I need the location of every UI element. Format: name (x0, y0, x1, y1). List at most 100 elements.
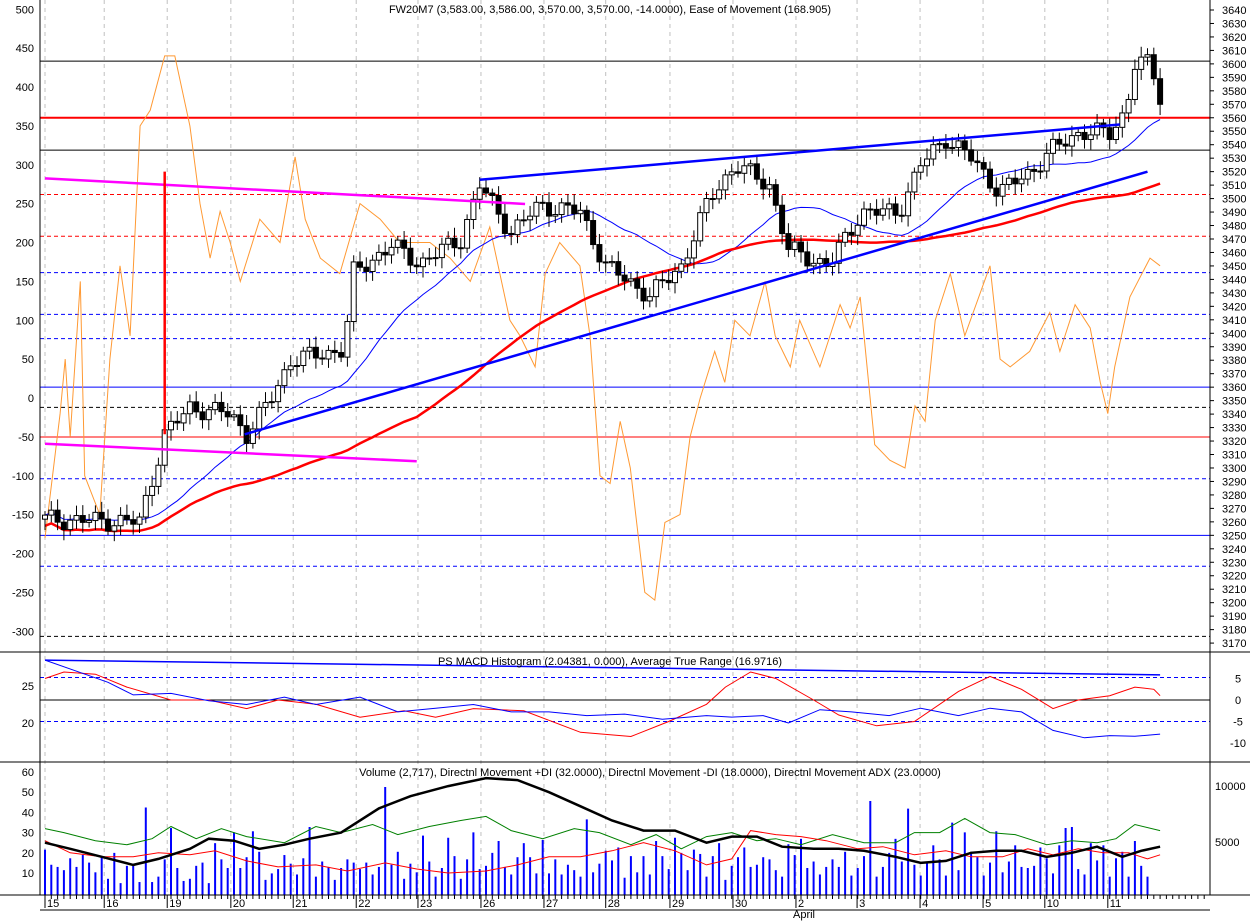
candle-up (861, 208, 867, 226)
candle-up (1050, 138, 1056, 154)
plus-di-line (44, 815, 1161, 850)
candle-down (942, 143, 949, 149)
candle-up (275, 385, 282, 403)
price-tick-label: 3440 (1222, 274, 1246, 286)
candle-up (1138, 56, 1145, 70)
date-label-30: 30 (735, 898, 747, 910)
candle-up (842, 231, 849, 243)
price-tick-label: 3480 (1222, 221, 1246, 233)
eom-tick-label: -150 (12, 510, 34, 522)
di-tick-label: 40 (22, 807, 34, 819)
candle-down (363, 266, 370, 272)
price-tick-label: 3640 (1222, 5, 1246, 17)
price-tick-label: 3350 (1222, 396, 1246, 408)
candle-up (464, 218, 471, 249)
candle-up (48, 509, 55, 516)
candle-down (892, 203, 899, 216)
date-label-16: 16 (106, 898, 118, 910)
candle-up (142, 494, 149, 518)
candle-up (722, 174, 729, 191)
candle-down (590, 220, 597, 246)
candle-up (1087, 134, 1094, 140)
candle-down (1081, 131, 1088, 140)
eom-tick-label: 150 (16, 276, 34, 288)
price-tick-label: 3420 (1222, 301, 1246, 313)
candle-down (823, 258, 830, 267)
price-tick-label: 3580 (1222, 86, 1246, 98)
candle-up (791, 241, 798, 250)
candle-up (684, 257, 691, 265)
di-tick-label: 20 (22, 848, 34, 860)
trendline (44, 177, 526, 206)
candle-up (627, 278, 634, 282)
eom-tick-label: 450 (16, 43, 34, 55)
candle-up (1119, 112, 1126, 128)
candle-up (886, 203, 893, 210)
candle-up (936, 143, 943, 146)
candle-down (735, 171, 741, 174)
date-label-27: 27 (546, 898, 558, 910)
date-label-29: 29 (672, 898, 684, 910)
price-tick-label: 3220 (1222, 571, 1246, 583)
candle-up (111, 525, 118, 532)
candle-up (955, 140, 962, 148)
candle-down (848, 231, 855, 236)
atr-trendline (44, 659, 1161, 676)
candle-down (218, 401, 225, 413)
candle-up (168, 420, 174, 431)
price-tick-label: 3520 (1222, 167, 1246, 179)
macd-histogram-line (44, 671, 1161, 738)
candle-down (98, 511, 105, 520)
candle-up (533, 201, 540, 217)
price-tick-label: 3380 (1222, 355, 1246, 367)
price-tick-label: 3470 (1222, 234, 1246, 246)
candle-down (413, 264, 420, 268)
candle-up (646, 296, 653, 302)
candle-down (571, 204, 578, 215)
candle-down (105, 518, 111, 532)
candle-up (476, 187, 483, 200)
candle-up (432, 257, 439, 260)
candle-down (60, 521, 67, 531)
trendline (44, 442, 417, 463)
price-tick-label: 3620 (1222, 32, 1246, 44)
date-label-22: 22 (358, 898, 370, 910)
candle-down (596, 244, 603, 263)
candle-up (678, 263, 685, 272)
candle-up (697, 212, 704, 242)
candle-up (445, 237, 452, 245)
date-label-21: 21 (295, 898, 307, 910)
candle-up (256, 406, 263, 430)
candle-down (174, 420, 181, 424)
candle-up (117, 514, 124, 527)
candle-up (527, 215, 534, 221)
candle-up (703, 198, 710, 214)
price-tick-label: 3430 (1222, 288, 1246, 300)
candle-up (1005, 177, 1012, 185)
candle-up (73, 515, 80, 521)
candle-down (779, 204, 786, 235)
macd-panel-title: PS MACD Histogram (2.04381, 0.000), Aver… (438, 656, 782, 668)
candle-down (1106, 127, 1113, 141)
macd-tick-label: -5 (1233, 717, 1243, 729)
date-label-28: 28 (608, 898, 620, 910)
candle-up (180, 413, 187, 424)
price-tick-label: 3610 (1222, 45, 1246, 57)
volume-panel-title: Volume (2,717), Directnl Movement +DI (3… (359, 767, 941, 779)
candle-up (917, 165, 924, 173)
candle-up (205, 409, 212, 421)
candle-up (67, 519, 74, 531)
candle-down (798, 241, 804, 253)
price-tick-label: 3280 (1222, 490, 1246, 502)
candle-up (728, 171, 735, 176)
price-tick-label: 3230 (1222, 557, 1246, 569)
macd-panel (40, 659, 1210, 739)
price-tick-label: 3410 (1222, 315, 1246, 327)
eom-tick-label: 0 (28, 393, 34, 405)
volume-tick-label: 5000 (1215, 837, 1239, 849)
price-tick-label: 3460 (1222, 247, 1246, 259)
di-tick-label: 10 (22, 868, 34, 880)
price-tick-label: 3530 (1222, 153, 1246, 165)
grid (44, 0, 1109, 895)
